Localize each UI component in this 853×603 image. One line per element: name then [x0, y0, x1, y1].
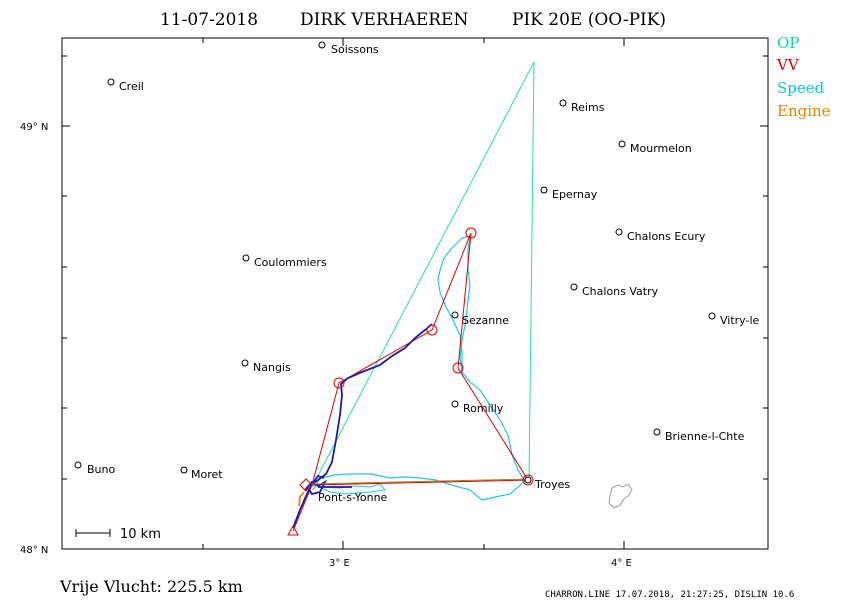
town-label: Epernay — [552, 188, 598, 201]
engine-line — [311, 478, 529, 485]
finish-diamond — [299, 478, 313, 492]
vv-start-leg — [292, 484, 313, 532]
town-label: Pont-s-Yonne — [318, 491, 388, 504]
towns: Soissons Creil Reims Mourmelon Epernay C… — [74, 41, 760, 504]
scale-bar-label: 10 km — [120, 527, 161, 542]
town-marker — [451, 400, 459, 408]
turnpoint-circle-1 — [333, 377, 345, 389]
town-label: Soissons — [331, 43, 379, 56]
y-tick-48n: 48° N — [20, 545, 48, 556]
town-marker — [570, 283, 578, 291]
town-marker — [618, 140, 626, 148]
town-marker — [242, 254, 250, 262]
credit-label: CHARRON.LINE 17.07.2018, 21:27:25, DISLI… — [545, 590, 794, 600]
town-label: Chalons Ecury — [627, 230, 706, 243]
town-label: Creil — [119, 80, 144, 93]
legend-vv: VV — [776, 56, 800, 74]
town-label: Romilly — [463, 402, 504, 415]
town-label: Reims — [571, 101, 605, 114]
legend-engine: Engine — [777, 102, 831, 120]
legend-op: OP — [777, 34, 799, 52]
town-label: Moret — [191, 468, 223, 481]
town-marker — [180, 466, 188, 474]
y-tick-49n: 49° N — [20, 122, 48, 133]
map-frame — [61, 37, 769, 550]
turnpoint-circle-3 — [465, 227, 477, 239]
town-marker — [318, 41, 326, 49]
town-marker — [524, 476, 532, 484]
x-tick-4e: 4° E — [611, 558, 632, 569]
town-label: Nangis — [253, 361, 291, 374]
town-marker — [74, 461, 82, 469]
climb-track-base — [304, 474, 352, 496]
bottom-ticks — [202, 38, 625, 549]
vv-task — [311, 232, 529, 486]
town-label: Vitry-le — [720, 314, 760, 327]
town-label: Troyes — [534, 478, 570, 491]
town-label: Coulommiers — [254, 256, 327, 269]
town-label: Sezanne — [462, 314, 509, 327]
town-label: Brienne-l-Chte — [665, 430, 745, 443]
town-marker — [615, 228, 623, 236]
town-marker — [241, 359, 249, 367]
scale-bar — [75, 529, 111, 537]
engine-track — [298, 491, 305, 507]
x-tick-3e: 3° E — [329, 558, 350, 569]
town-marker — [540, 186, 548, 194]
town-marker — [708, 312, 716, 320]
turnpoint-circle-4 — [452, 362, 464, 374]
legend-speed: Speed — [777, 79, 825, 97]
town-marker — [559, 99, 567, 107]
turnpoint-circle-2 — [426, 324, 438, 336]
town-label: Buno — [87, 463, 115, 476]
title-glider: PIK 20E (OO-PIK) — [512, 10, 666, 30]
town-marker — [451, 311, 459, 319]
title-date: 11-07-2018 — [160, 10, 258, 30]
start-triangle — [287, 524, 299, 536]
town-label: Mourmelon — [630, 142, 692, 155]
speed-track — [312, 235, 526, 501]
turnpoint-circle-5 — [522, 474, 534, 486]
town-label: Chalons Vatry — [582, 285, 659, 298]
lake-outline — [608, 483, 633, 509]
town-marker — [653, 428, 661, 436]
town-marker — [107, 78, 115, 86]
title-pilot: DIRK VERHAEREN — [300, 10, 468, 30]
distance-label: Vrije Vlucht: 225.5 km — [59, 577, 243, 596]
left-ticks — [62, 55, 768, 480]
op-track — [311, 61, 535, 488]
